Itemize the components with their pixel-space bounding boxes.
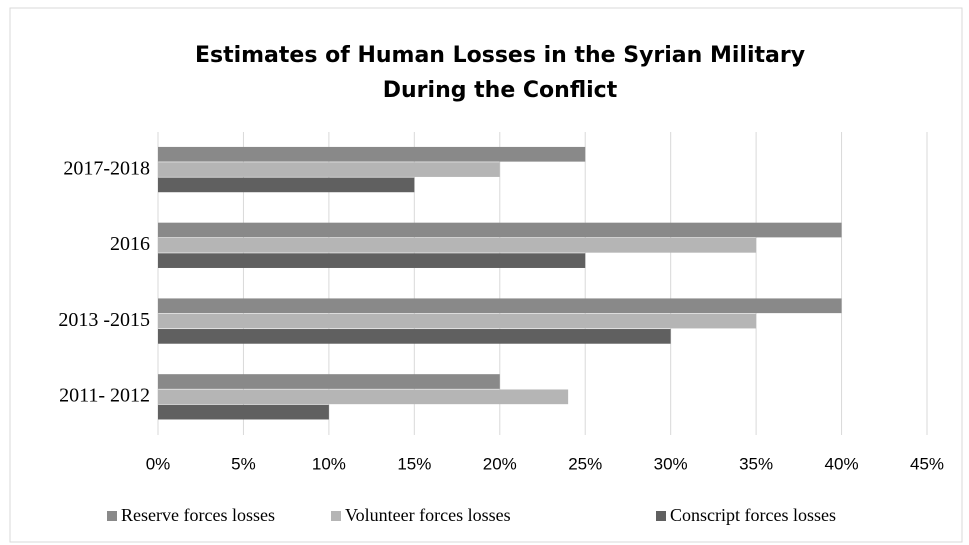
bar: [158, 329, 671, 344]
bar: [158, 146, 586, 162]
y-tick-label: 2011- 2012: [59, 385, 150, 407]
y-tick-label: 2017-2018: [63, 157, 150, 179]
bar: [158, 222, 842, 238]
legend-label: Volunteer forces losses: [345, 505, 511, 525]
x-tick-label: 40%: [825, 454, 859, 473]
legend-swatch: [107, 511, 117, 521]
bar: [158, 162, 500, 177]
x-tick-label: 5%: [231, 454, 256, 473]
x-tick-label: 45%: [910, 454, 944, 473]
legend-swatch: [331, 511, 341, 521]
legend-swatch: [656, 511, 666, 521]
bar: [158, 389, 569, 405]
bar: [158, 177, 415, 193]
bar: [158, 404, 329, 420]
bar: [158, 298, 842, 314]
y-tick-label: 2016: [110, 233, 150, 255]
chart-title: Estimates of Human Losses in the Syrian …: [194, 43, 806, 103]
chart-frame: [9, 7, 963, 543]
bar: [158, 253, 586, 268]
x-tick-label: 20%: [483, 454, 517, 473]
bar: [158, 374, 500, 389]
legend-label: Conscript forces losses: [670, 505, 836, 525]
x-tick-label: 25%: [568, 454, 602, 473]
x-tick-label: 10%: [312, 454, 346, 473]
x-tick-label: 30%: [654, 454, 688, 473]
x-tick-label: 0%: [146, 454, 171, 473]
y-tick-label: 2013 -2015: [58, 309, 150, 331]
legend-label: Reserve forces losses: [121, 505, 275, 525]
bar: [158, 237, 757, 253]
bar: [158, 313, 757, 329]
x-tick-label: 35%: [739, 454, 773, 473]
x-tick-label: 15%: [397, 454, 431, 473]
